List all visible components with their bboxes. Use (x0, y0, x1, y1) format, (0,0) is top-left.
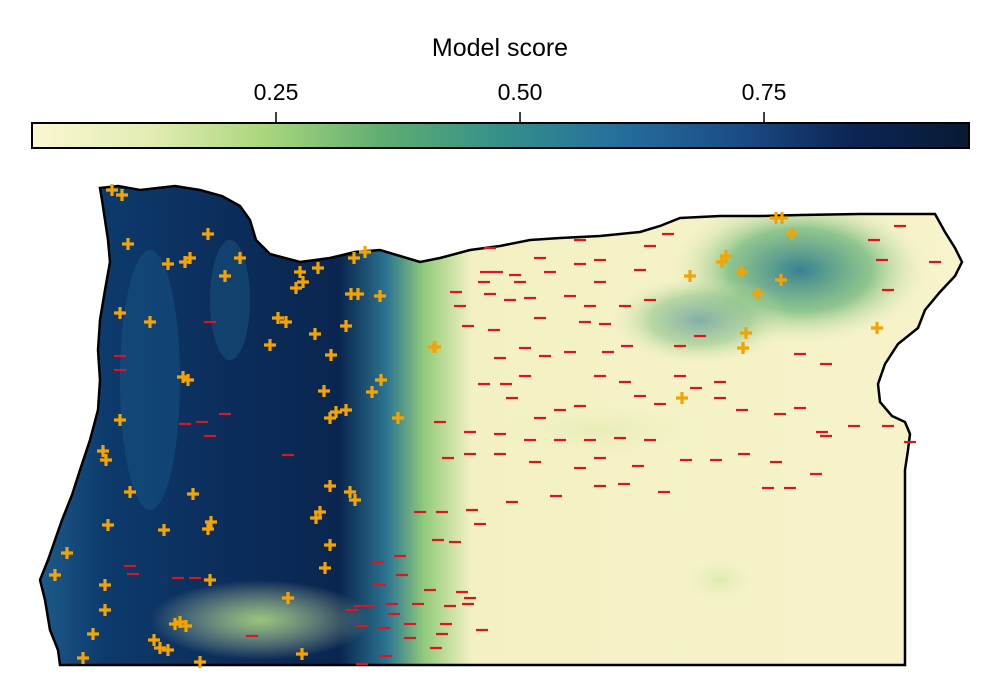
presence-marker (736, 266, 748, 278)
presence-marker (325, 349, 337, 361)
presence-marker (162, 644, 174, 656)
presence-marker (296, 648, 308, 660)
presence-marker (204, 574, 216, 586)
presence-marker (752, 288, 764, 300)
presence-marker (219, 270, 231, 282)
presence-marker (340, 404, 352, 416)
presence-marker (61, 547, 73, 559)
colorbar-tick-label: 0.25 (254, 79, 299, 105)
presence-marker (124, 486, 136, 498)
presence-marker (720, 250, 732, 262)
presence-marker (180, 620, 192, 632)
presence-marker (100, 454, 112, 466)
presence-marker (169, 618, 181, 630)
colorbar (31, 122, 970, 149)
presence-marker (114, 307, 126, 319)
presence-marker (154, 642, 166, 654)
presence-marker (684, 270, 696, 282)
presence-marker (282, 592, 294, 604)
presence-marker (366, 386, 378, 398)
presence-marker (202, 523, 214, 535)
presence-marker (349, 494, 361, 506)
presence-marker (184, 252, 196, 264)
presence-marker (77, 652, 89, 664)
presence-marker (737, 342, 749, 354)
presence-marker (740, 327, 752, 339)
presence-marker (99, 579, 111, 591)
colorbar-tick-label: 0.50 (498, 79, 543, 105)
presence-marker (264, 339, 276, 351)
presence-marker (116, 189, 128, 201)
presence-marker (280, 316, 292, 328)
legend-title: Model score (432, 34, 568, 62)
presence-marker (375, 374, 387, 386)
presence-marker (99, 604, 111, 616)
presence-marker (324, 480, 336, 492)
presence-marker (319, 562, 331, 574)
presence-marker (330, 406, 342, 418)
presence-marker (318, 385, 330, 397)
presence-marker (775, 274, 787, 286)
presence-marker (770, 212, 782, 224)
presence-marker (122, 238, 134, 250)
presence-marker (348, 252, 360, 264)
presence-marker (352, 288, 364, 300)
colorbar-tick-label: 0.75 (742, 79, 787, 105)
presence-marker (148, 634, 160, 646)
presence-marker (359, 246, 371, 258)
model-score-surface (40, 186, 962, 665)
presence-marker (187, 488, 199, 500)
oregon-map (38, 184, 964, 668)
presence-marker (234, 252, 246, 264)
presence-marker (49, 569, 61, 581)
presence-marker (312, 262, 324, 274)
presence-marker (871, 322, 883, 334)
presence-marker (297, 276, 309, 288)
presence-marker (340, 320, 352, 332)
presence-marker (392, 412, 404, 424)
presence-marker (290, 282, 302, 294)
presence-marker (428, 341, 440, 353)
colorbar-legend: Model score 0.25 0.50 0.75 (31, 34, 970, 149)
presence-marker (114, 414, 126, 426)
presence-marker (194, 656, 206, 668)
presence-marker (324, 412, 336, 424)
presence-marker (344, 486, 356, 498)
occurrence-markers (49, 184, 941, 668)
presence-marker (202, 228, 214, 240)
presence-marker (309, 328, 321, 340)
presence-marker (272, 312, 284, 324)
presence-marker (786, 228, 798, 240)
presence-marker (182, 374, 194, 386)
presence-marker (324, 539, 336, 551)
presence-marker (158, 524, 170, 536)
presence-marker (97, 445, 109, 457)
presence-marker (162, 258, 174, 270)
presence-marker (676, 392, 688, 404)
presence-marker (87, 628, 99, 640)
presence-marker (310, 512, 322, 524)
oregon-border (38, 184, 964, 667)
presence-marker (106, 184, 118, 196)
presence-marker (294, 266, 306, 278)
colorbar-ticks: 0.25 0.50 0.75 (254, 79, 787, 123)
presence-marker (144, 316, 156, 328)
presence-marker (205, 516, 217, 528)
presence-marker (374, 290, 386, 302)
presence-marker (102, 519, 114, 531)
